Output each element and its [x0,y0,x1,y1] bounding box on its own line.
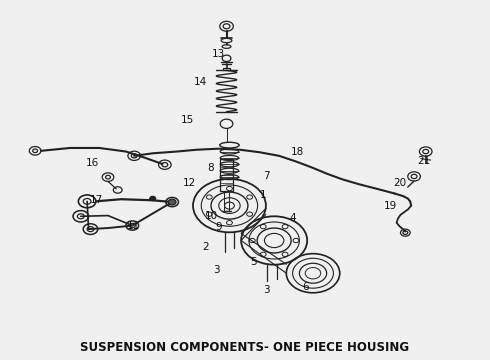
Text: 4: 4 [289,213,296,224]
Circle shape [168,199,176,205]
Text: 15: 15 [181,115,195,125]
Text: 8: 8 [208,163,214,172]
Text: 13: 13 [212,49,225,59]
Text: 7: 7 [264,171,270,181]
Text: 9: 9 [215,222,221,232]
Text: 12: 12 [182,178,196,188]
Text: SUSPENSION COMPONENTS- ONE PIECE HOUSING: SUSPENSION COMPONENTS- ONE PIECE HOUSING [80,341,410,355]
Text: 2: 2 [202,242,208,252]
Text: 1: 1 [260,190,267,200]
Text: 11: 11 [126,221,140,230]
Text: 16: 16 [85,158,98,168]
Bar [220,159,233,192]
Text: 21: 21 [417,157,430,166]
Text: 18: 18 [291,147,304,157]
Text: 20: 20 [393,178,406,188]
Bar [222,68,230,70]
Text: 3: 3 [264,285,270,294]
Text: 17: 17 [90,194,103,204]
Circle shape [150,196,156,201]
Text: 10: 10 [204,211,218,221]
Text: 5: 5 [250,257,257,267]
Text: 19: 19 [384,201,397,211]
Text: 6: 6 [302,283,309,292]
Text: 3: 3 [214,265,220,275]
Text: 14: 14 [194,77,207,87]
